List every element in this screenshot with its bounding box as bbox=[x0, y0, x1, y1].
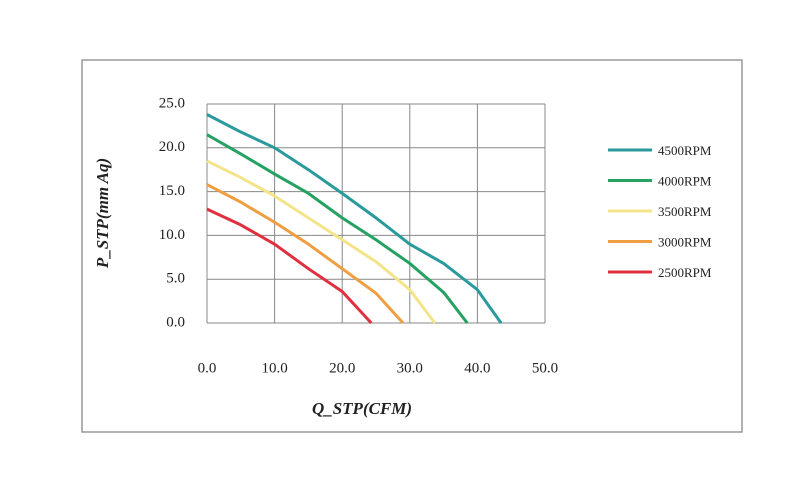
x-tick-label: 40.0 bbox=[464, 360, 490, 376]
x-tick-label: 50.0 bbox=[532, 360, 558, 376]
x-tick-label: 30.0 bbox=[397, 360, 423, 376]
legend-label: 4000RPM bbox=[658, 173, 712, 188]
x-tick-label: 20.0 bbox=[329, 360, 355, 376]
y-axis-label: P_STP(mm Aq) bbox=[93, 158, 112, 269]
x-tick-label: 0.0 bbox=[198, 360, 217, 376]
data-line bbox=[206, 113, 503, 324]
legend-label: 4500RPM bbox=[658, 143, 712, 158]
y-tick-label: 25.0 bbox=[159, 95, 185, 111]
frame bbox=[81, 59, 743, 433]
y-tick-label: 0.0 bbox=[166, 314, 185, 330]
legend-label: 2500RPM bbox=[658, 265, 712, 280]
data-line bbox=[206, 183, 405, 325]
y-tick-label: 20.0 bbox=[159, 139, 185, 155]
data-line bbox=[206, 207, 373, 325]
data-line bbox=[206, 159, 437, 324]
x-tick-label: 10.0 bbox=[261, 360, 287, 376]
data-line bbox=[206, 133, 469, 324]
legend-label: 3500RPM bbox=[658, 204, 712, 219]
legend-label: 3000RPM bbox=[658, 234, 712, 249]
y-tick-label: 5.0 bbox=[166, 271, 185, 287]
y-tick-label: 15.0 bbox=[159, 183, 185, 199]
x-axis-label: Q_STP(CFM) bbox=[312, 399, 412, 418]
y-tick-label: 10.0 bbox=[159, 227, 185, 243]
